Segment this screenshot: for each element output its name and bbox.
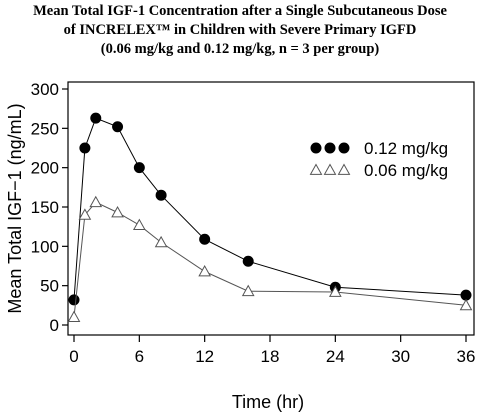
- x-tick-label: 18: [261, 347, 280, 366]
- legend-marker-0: [324, 142, 336, 154]
- legend-marker-1: [323, 163, 337, 175]
- data-point-0: [460, 289, 472, 301]
- y-tick-label: 200: [31, 159, 59, 178]
- x-tick-label: 30: [391, 347, 410, 366]
- legend-marker-1: [337, 163, 351, 175]
- data-point-0: [242, 255, 254, 267]
- x-axis-label: Time (hr): [232, 392, 304, 412]
- y-tick-label: 300: [31, 80, 59, 99]
- chart-title-line-2: of INCRELEX™ in Children with Severe Pri…: [63, 22, 417, 38]
- y-tick-label: 50: [40, 277, 59, 296]
- x-tick-label: 6: [135, 347, 144, 366]
- data-point-1: [241, 284, 255, 297]
- data-point-0: [112, 121, 124, 133]
- series-line-0: [73, 117, 467, 300]
- legend-label-1: 0.06 mg/kg: [364, 161, 448, 180]
- data-point-1: [198, 264, 212, 277]
- x-tick-label: 0: [69, 347, 78, 366]
- series-line-1: [73, 201, 467, 318]
- legend-marker-0: [310, 142, 322, 154]
- data-point-0: [155, 189, 167, 201]
- data-point-1: [328, 285, 342, 297]
- data-point-0: [133, 162, 145, 174]
- legend-marker-0: [338, 142, 350, 154]
- data-point-1: [459, 298, 473, 311]
- data-point-1: [78, 208, 92, 220]
- plot-frame: [67, 81, 475, 336]
- chart-title-line-1: Mean Total IGF-1 Concentration after a S…: [33, 3, 447, 19]
- data-point-1: [67, 310, 81, 323]
- y-tick-label: 250: [31, 119, 59, 138]
- data-point-1: [111, 205, 124, 218]
- data-point-0: [199, 233, 211, 245]
- data-point-0: [79, 142, 91, 154]
- legend-marker-1: [309, 163, 323, 175]
- x-tick-label: 24: [326, 347, 345, 366]
- y-tick-label: 0: [50, 316, 59, 335]
- legend-label-0: 0.12 mg/kg: [364, 139, 448, 158]
- y-axis-label: Mean Total IGF−1 (ng/mL): [5, 103, 25, 313]
- data-point-1: [132, 218, 146, 230]
- data-point-1: [154, 235, 168, 248]
- chart-title-line-3: (0.06 mg/kg and 0.12 mg/kg, n = 3 per gr…: [100, 41, 380, 57]
- x-tick-label: 36: [457, 347, 476, 366]
- data-point-0: [90, 112, 102, 124]
- y-tick-label: 150: [31, 198, 59, 217]
- x-tick-label: 12: [195, 347, 214, 366]
- data-point-0: [68, 294, 80, 306]
- y-tick-label: 100: [31, 237, 59, 256]
- data-point-1: [89, 195, 103, 208]
